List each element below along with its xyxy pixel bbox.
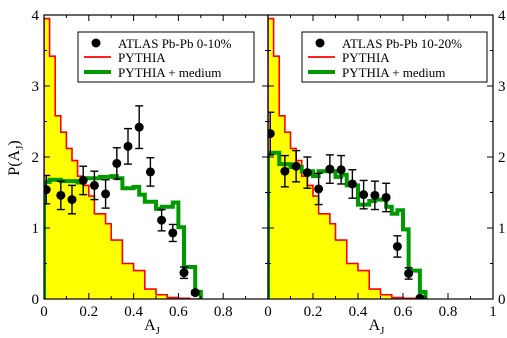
data-point xyxy=(314,184,324,194)
data-point xyxy=(134,122,144,132)
data-point xyxy=(44,185,51,195)
x-tick-label: 1 xyxy=(489,304,497,320)
x-tick-label: 0.2 xyxy=(79,304,98,320)
data-point xyxy=(145,167,155,177)
data-point xyxy=(190,288,200,298)
x-tick-label: 0.6 xyxy=(169,304,188,320)
x-tick-label: 0.4 xyxy=(349,304,368,320)
pythia-fill xyxy=(44,18,201,299)
x-tick-label: 0.4 xyxy=(124,304,143,320)
legend-label: PYTHIA + medium xyxy=(118,65,221,80)
x-tick-label: 0 xyxy=(264,304,272,320)
data-point xyxy=(370,190,380,200)
x-axis-title: AJ xyxy=(369,317,386,337)
x-tick-label: 0.8 xyxy=(214,304,233,320)
pythia-histogram xyxy=(44,17,201,299)
data-point xyxy=(123,141,133,151)
y-tick-label: 4 xyxy=(32,8,40,24)
data-point xyxy=(359,190,369,200)
y-tick-label: 1 xyxy=(32,221,40,237)
pythia-histogram xyxy=(268,17,426,299)
y-tick-label: 3 xyxy=(32,79,40,95)
data-point xyxy=(381,192,391,202)
data-point xyxy=(67,195,77,205)
data-point xyxy=(56,190,66,200)
y-tick-label: 1 xyxy=(498,221,506,237)
data-point xyxy=(415,293,425,299)
y-tick-label: 4 xyxy=(498,8,506,24)
data-point xyxy=(325,164,335,174)
y-axis-title: P(AJ) xyxy=(6,140,26,175)
y-tick-label: 2 xyxy=(498,150,506,166)
plot-area xyxy=(44,17,203,299)
pythia-fill xyxy=(268,18,426,299)
data-point xyxy=(168,228,178,238)
pythia-medium-histogram xyxy=(44,174,203,299)
data-point xyxy=(404,268,414,278)
x-axis-title: AJ xyxy=(144,317,161,337)
legend-label: PYTHIA xyxy=(342,50,390,65)
x-tick-label: 0.8 xyxy=(439,304,458,320)
data-point xyxy=(280,166,290,176)
legend-marker-data xyxy=(91,38,101,48)
y-tick-label: 0 xyxy=(32,292,40,308)
data-point xyxy=(112,158,122,168)
data-point xyxy=(347,179,357,189)
y-tick-label: 2 xyxy=(32,150,40,166)
x-tick-label: 0.2 xyxy=(304,304,323,320)
x-tick-label: 0 xyxy=(40,304,48,320)
data-point xyxy=(101,189,111,199)
data-point xyxy=(302,168,312,178)
plot-area xyxy=(268,17,428,299)
data-point xyxy=(89,180,99,190)
y-tick-label: 3 xyxy=(498,79,506,95)
legend-marker-data xyxy=(315,38,325,48)
legend-label: PYTHIA + medium xyxy=(342,65,445,80)
data-point xyxy=(291,161,301,171)
data-point xyxy=(392,241,402,251)
legend-label: ATLAS Pb-Pb 0-10% xyxy=(118,36,232,51)
data-point xyxy=(336,165,346,175)
data-point xyxy=(179,268,189,278)
legend-label: PYTHIA xyxy=(118,50,166,65)
data-point xyxy=(157,215,167,225)
data-point xyxy=(78,175,88,185)
data-point xyxy=(268,129,275,139)
x-tick-label: 0.6 xyxy=(394,304,413,320)
y-tick-label: 0 xyxy=(498,292,506,308)
legend-label: ATLAS Pb-Pb 10-20% xyxy=(342,36,462,51)
